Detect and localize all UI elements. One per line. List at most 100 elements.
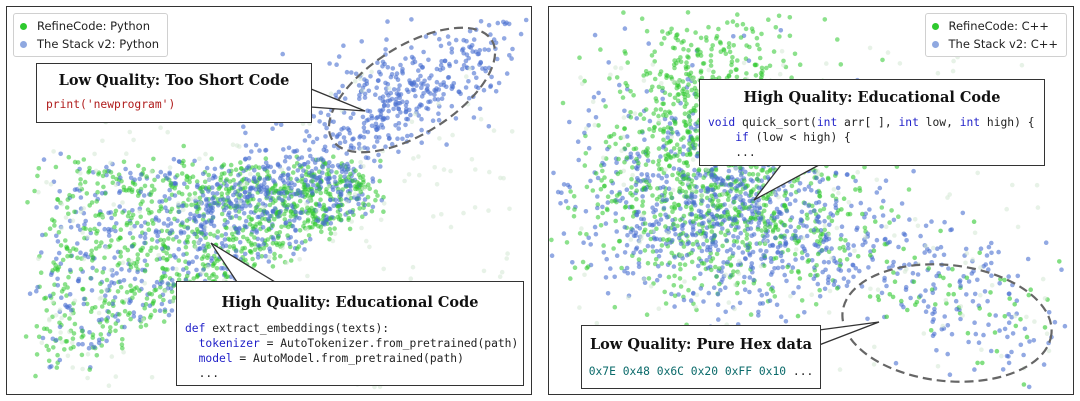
point-refinecode (301, 224, 306, 229)
point-stack (285, 176, 291, 181)
point-refinecode (212, 260, 217, 266)
point-stack (210, 191, 216, 196)
point-stack (705, 203, 711, 209)
point-stack (40, 232, 45, 238)
point-stack (153, 217, 158, 222)
code-text: = AutoModel.from_pretrained(path) (232, 352, 464, 365)
point-refinecode (106, 309, 112, 315)
point-refinecode (406, 172, 412, 177)
point-refinecode (100, 138, 105, 144)
point-stack (301, 168, 306, 173)
point-stack (110, 273, 115, 278)
point-stack (354, 197, 360, 202)
point-stack (192, 158, 197, 164)
point-stack (215, 181, 220, 187)
point-stack (169, 278, 175, 283)
point-refinecode (160, 274, 166, 279)
point-refinecode (487, 169, 492, 175)
point-refinecode (191, 239, 197, 245)
point-refinecode (120, 346, 125, 351)
point-stack (174, 234, 179, 240)
point-refinecode (72, 209, 77, 215)
point-refinecode (331, 154, 336, 159)
point-stack (233, 248, 239, 254)
point-refinecode (52, 223, 57, 228)
point-stack (334, 62, 339, 67)
point-refinecode (163, 288, 168, 294)
point-stack (122, 324, 127, 330)
point-refinecode (257, 220, 262, 225)
point-stack (102, 226, 107, 232)
point-refinecode (62, 282, 68, 287)
point-stack (266, 216, 271, 222)
point-stack (466, 55, 472, 61)
point-stack (742, 256, 748, 261)
point-refinecode (294, 246, 300, 251)
code-open-paren: ( (80, 98, 87, 111)
point-stack (159, 246, 165, 251)
point-refinecode (65, 197, 71, 202)
point-refinecode (222, 271, 228, 277)
point-refinecode (148, 312, 154, 318)
point-refinecode (197, 156, 202, 162)
point-refinecode (367, 186, 373, 191)
point-stack (129, 244, 135, 249)
point-refinecode (109, 354, 115, 359)
point-stack (458, 91, 463, 97)
point-refinecode (478, 116, 484, 122)
point-stack (802, 310, 807, 315)
point-stack (305, 160, 311, 165)
point-stack (890, 263, 895, 269)
point-refinecode (279, 167, 285, 172)
point-refinecode (237, 200, 243, 205)
point-stack (55, 283, 61, 288)
point-refinecode (64, 293, 69, 298)
point-stack (265, 211, 270, 216)
point-refinecode (280, 245, 285, 251)
point-stack (193, 205, 199, 210)
point-refinecode (408, 276, 414, 282)
point-stack (405, 116, 411, 122)
point-stack (277, 210, 283, 215)
point-stack (156, 229, 162, 235)
point-refinecode (89, 252, 94, 258)
point-refinecode (141, 166, 147, 172)
point-refinecode (142, 305, 147, 311)
point-refinecode (272, 251, 277, 257)
point-refinecode (365, 194, 371, 200)
point-refinecode (605, 194, 611, 199)
point-refinecode (190, 162, 195, 167)
point-stack (385, 19, 390, 24)
point-stack (391, 106, 396, 112)
point-refinecode (338, 197, 344, 202)
point-stack (180, 220, 185, 225)
point-stack (459, 47, 465, 53)
point-stack (337, 140, 343, 146)
point-stack (282, 158, 288, 164)
point-stack (403, 56, 408, 61)
point-refinecode (113, 208, 119, 214)
point-refinecode (267, 202, 273, 208)
point-stack (206, 208, 212, 214)
point-stack (255, 255, 261, 260)
point-stack (375, 78, 381, 84)
point-stack (460, 66, 465, 72)
point-stack (369, 123, 375, 129)
point-refinecode (243, 180, 249, 186)
point-stack (385, 81, 391, 87)
point-stack (86, 345, 92, 351)
point-refinecode (119, 342, 125, 347)
point-stack (228, 201, 234, 207)
point-refinecode (185, 174, 190, 180)
point-stack (294, 176, 300, 182)
point-stack (307, 133, 312, 139)
point-refinecode (102, 169, 107, 174)
point-refinecode (154, 245, 159, 250)
point-stack (326, 163, 331, 169)
point-stack (391, 87, 397, 92)
point-stack (138, 189, 143, 195)
point-refinecode (152, 308, 158, 314)
point-refinecode (472, 205, 478, 210)
point-stack (302, 138, 308, 143)
point-refinecode (128, 220, 133, 226)
